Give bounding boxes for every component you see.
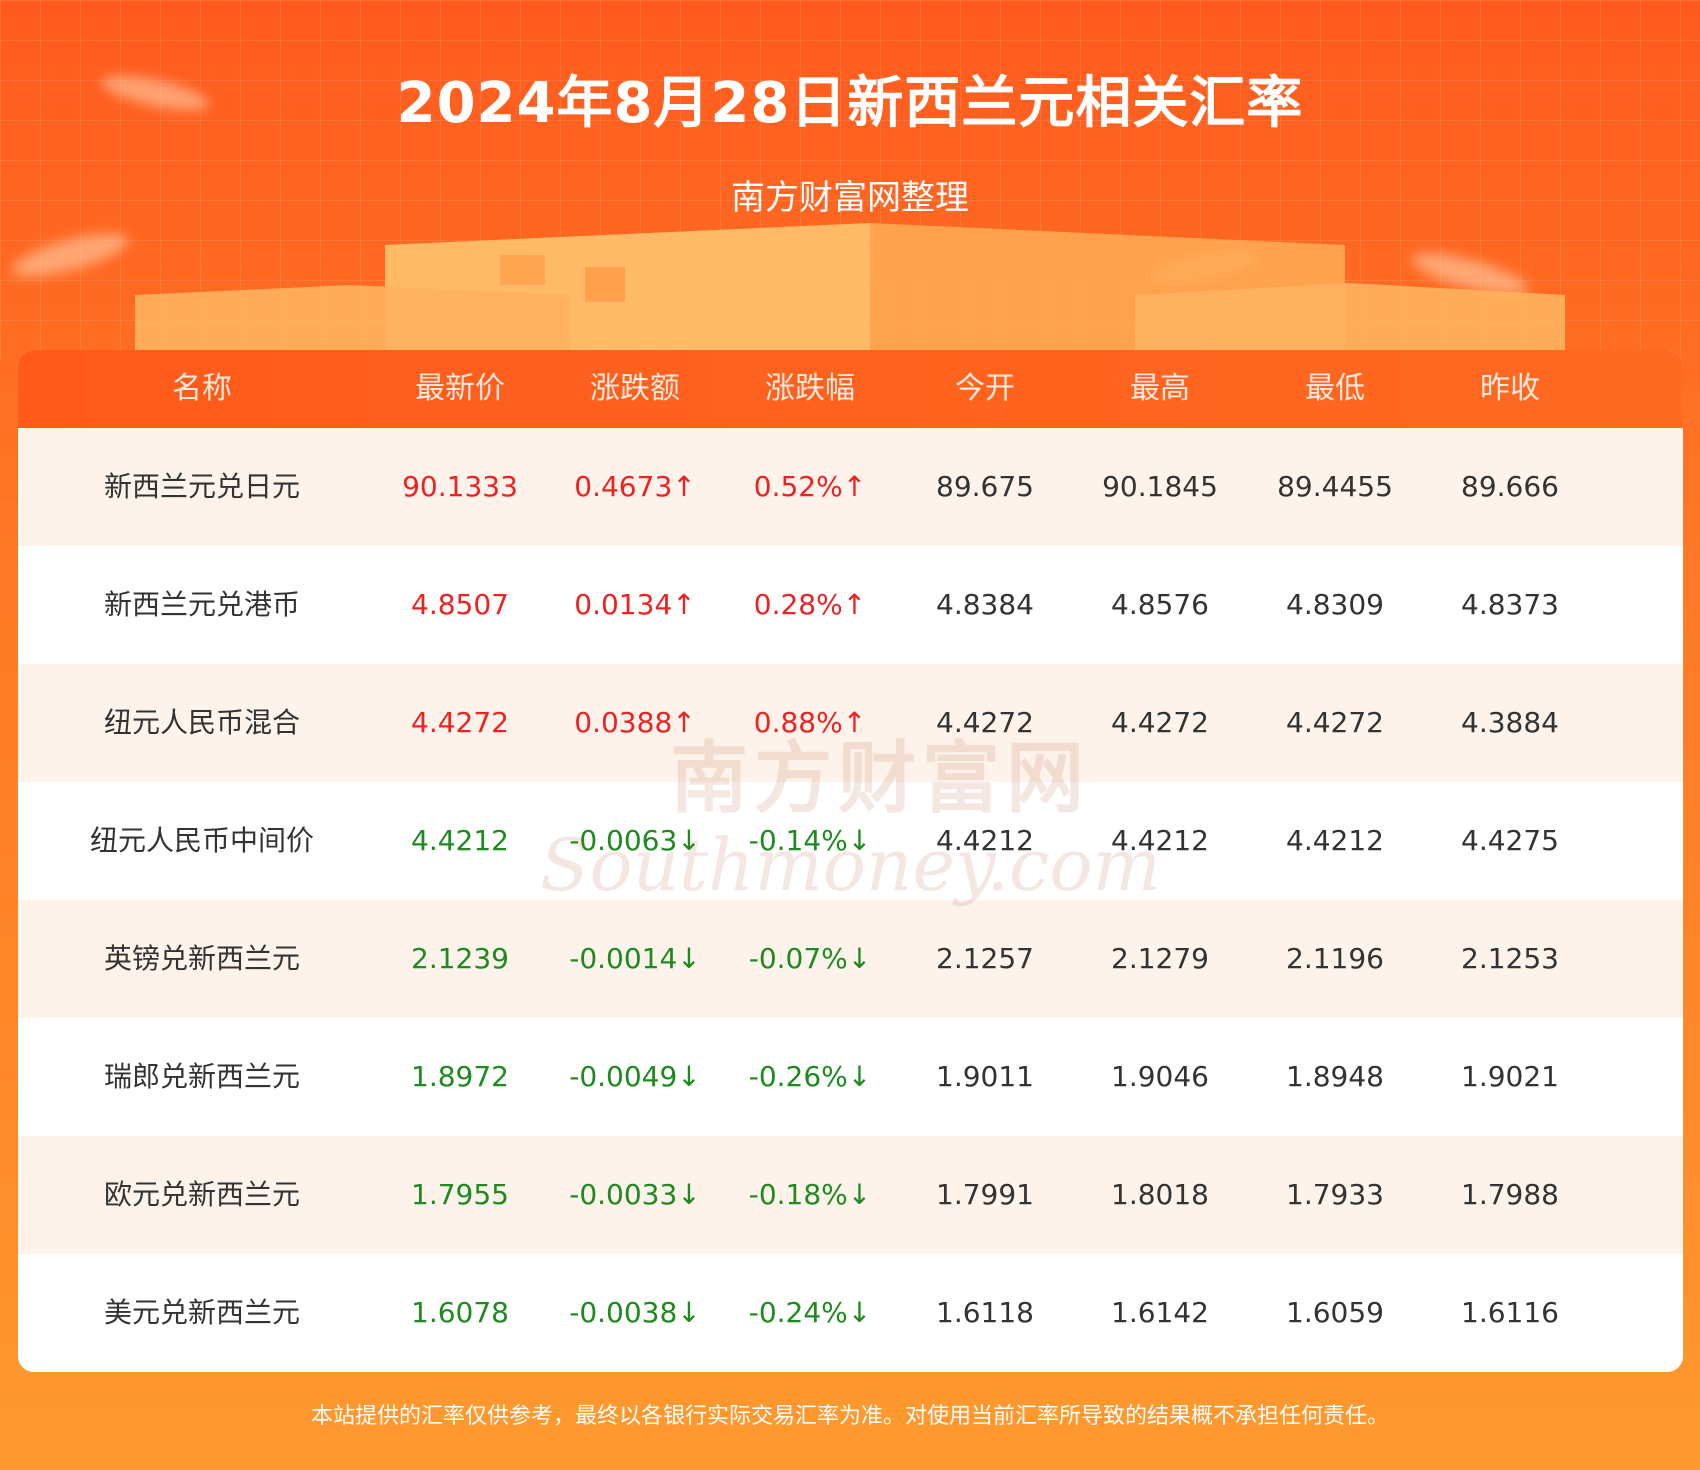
cell-low: 1.8948: [1286, 1060, 1384, 1093]
cell-name: 欧元兑新西兰元: [103, 1178, 300, 1211]
disclaimer-text: 本站提供的汇率仅供参考，最终以各银行实际交易汇率为准。对使用当前汇率所导致的结果…: [310, 1404, 1389, 1429]
cell-prev-close: 1.7988: [1461, 1178, 1559, 1211]
cell-low: 4.8309: [1286, 588, 1384, 621]
column-header-change-pct: 涨跌幅: [765, 371, 855, 406]
cell-change-pct: -0.07%↓: [748, 942, 872, 975]
cell-high: 4.4212: [1111, 824, 1209, 857]
column-header-open: 今开: [955, 371, 1015, 406]
column-header-low: 最低: [1305, 371, 1365, 406]
table-header: 名称 最新价 涨跌额 涨跌幅 今开 最高 最低 昨收: [18, 350, 1683, 428]
column-header-high: 最高: [1130, 371, 1190, 406]
cell-change: -0.0014↓: [569, 942, 701, 975]
cell-open: 1.6118: [936, 1296, 1034, 1329]
table-row: 纽元人民币中间价 4.4212 -0.0063↓ -0.14%↓ 4.4212 4.421…: [18, 782, 1683, 900]
cell-prev-close: 4.8373: [1461, 588, 1559, 621]
page-title: 2024年8月28日新西兰元相关汇率: [396, 71, 1304, 136]
cell-low: 1.6059: [1286, 1296, 1384, 1329]
cell-low: 4.4272: [1286, 706, 1384, 739]
cell-change-pct: -0.14%↓: [748, 824, 872, 857]
table-row: 欧元兑新西兰元 1.7955 -0.0033↓ -0.18%↓ 1.7991 1.8018…: [18, 1136, 1683, 1254]
cell-change-pct: -0.18%↓: [748, 1178, 872, 1211]
cell-change-pct: -0.26%↓: [748, 1060, 872, 1093]
cell-change: -0.0049↓: [569, 1060, 701, 1093]
cell-change: -0.0033↓: [569, 1178, 701, 1211]
cell-prev-close: 2.1253: [1461, 942, 1559, 975]
cell-high: 2.1279: [1111, 942, 1209, 975]
cell-name: 纽元人民币混合: [103, 706, 300, 739]
cell-prev-close: 1.6116: [1461, 1296, 1559, 1329]
column-header-latest: 最新价: [415, 371, 505, 406]
cell-latest: 4.8507: [411, 588, 509, 621]
table-row: 瑞郎兑新西兰元 1.8972 -0.0049↓ -0.26%↓ 1.9011 1.9046…: [18, 1018, 1683, 1136]
cell-low: 2.1196: [1286, 942, 1384, 975]
cell-prev-close: 4.4275: [1461, 824, 1559, 857]
cell-name: 新西兰元兑日元: [103, 470, 300, 503]
table-row: 美元兑新西兰元 1.6078 -0.0038↓ -0.24%↓ 1.6118 1.6142…: [18, 1254, 1683, 1372]
cell-latest: 4.4272: [411, 706, 509, 739]
cell-latest: 1.7955: [411, 1178, 509, 1211]
cell-high: 90.1845: [1102, 470, 1218, 503]
cell-latest: 90.1333: [402, 470, 518, 503]
cell-open: 89.675: [936, 470, 1034, 503]
cell-change: -0.0038↓: [569, 1296, 701, 1329]
cell-name: 纽元人民币中间价: [89, 824, 314, 857]
table-row: 英镑兑新西兰元 2.1239 -0.0014↓ -0.07%↓ 2.1257 2.1279…: [18, 900, 1683, 1018]
cell-latest: 1.6078: [411, 1296, 509, 1329]
column-header-change: 涨跌额: [590, 371, 680, 406]
cell-prev-close: 4.3884: [1461, 706, 1559, 739]
cell-name: 美元兑新西兰元: [103, 1296, 300, 1329]
cell-open: 4.8384: [936, 588, 1034, 621]
cell-change-pct: -0.24%↓: [748, 1296, 872, 1329]
cell-name: 英镑兑新西兰元: [103, 942, 300, 975]
column-header-name: 名称: [172, 371, 232, 406]
cell-latest: 1.8972: [411, 1060, 509, 1093]
podium-decoration: [135, 223, 1565, 355]
cell-change: 0.0134↑: [574, 588, 696, 621]
cell-name: 瑞郎兑新西兰元: [103, 1060, 300, 1093]
table-row: 新西兰元兑港币 4.8507 0.0134↑ 0.28%↑ 4.8384 4.8576 4.…: [18, 546, 1683, 664]
cell-low: 1.7933: [1286, 1178, 1384, 1211]
cell-open: 4.4272: [936, 706, 1034, 739]
cell-high: 4.4272: [1111, 706, 1209, 739]
cell-high: 1.8018: [1111, 1178, 1209, 1211]
cell-change: 0.0388↑: [574, 706, 696, 739]
table-row: 纽元人民币混合 4.4272 0.0388↑ 0.88%↑ 4.4272 4.4272 4.…: [18, 664, 1683, 782]
cell-low: 4.4212: [1286, 824, 1384, 857]
cell-name: 新西兰元兑港币: [103, 588, 300, 621]
cell-open: 1.7991: [936, 1178, 1034, 1211]
cell-high: 4.8576: [1111, 588, 1209, 621]
cell-change-pct: 0.88%↑: [753, 706, 867, 739]
exchange-rate-table: 名称 最新价 涨跌额 涨跌幅 今开 最高 最低 昨收 新西兰元兑日元 90.133…: [18, 350, 1683, 1372]
cell-latest: 4.4212: [411, 824, 509, 857]
cell-open: 4.4212: [936, 824, 1034, 857]
cell-open: 2.1257: [936, 942, 1034, 975]
cell-prev-close: 1.9021: [1461, 1060, 1559, 1093]
column-header-prev-close: 昨收: [1480, 371, 1540, 406]
cell-change-pct: 0.28%↑: [753, 588, 867, 621]
cell-high: 1.9046: [1111, 1060, 1209, 1093]
cell-low: 89.4455: [1277, 470, 1393, 503]
cell-change: 0.4673↑: [574, 470, 696, 503]
cell-high: 1.6142: [1111, 1296, 1209, 1329]
cell-open: 1.9011: [936, 1060, 1034, 1093]
cell-change-pct: 0.52%↑: [753, 470, 867, 503]
cell-change: -0.0063↓: [569, 824, 701, 857]
cell-latest: 2.1239: [411, 942, 509, 975]
page-subtitle: 南方财富网整理: [731, 178, 969, 218]
table-row: 新西兰元兑日元 90.1333 0.4673↑ 0.52%↑ 89.675 90.1845…: [18, 428, 1683, 546]
cell-prev-close: 89.666: [1461, 470, 1559, 503]
